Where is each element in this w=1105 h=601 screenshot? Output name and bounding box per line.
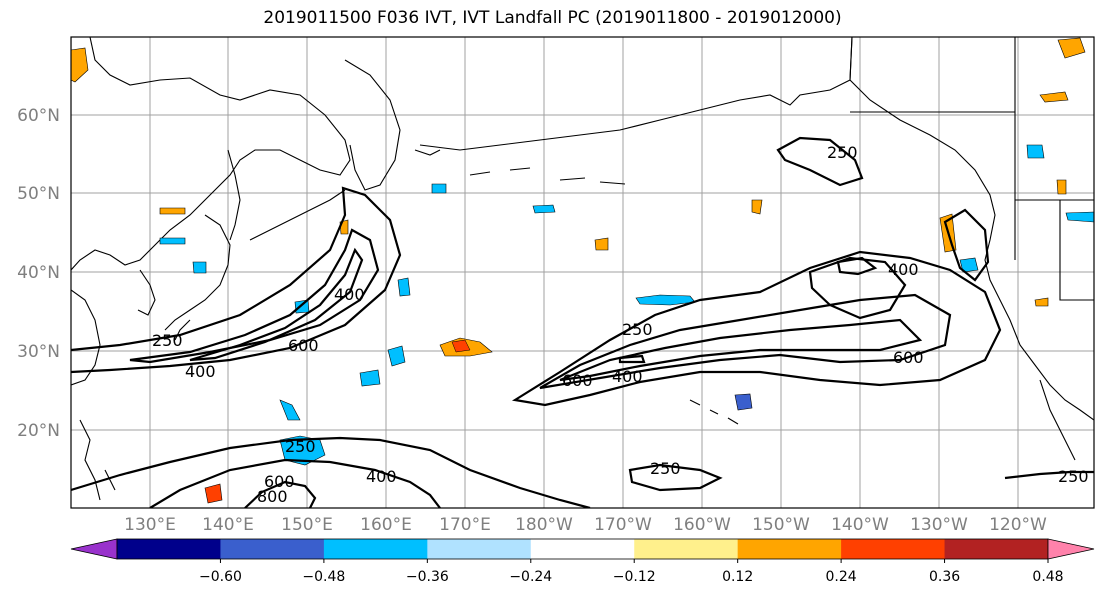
lat-labels: 60°N 50°N 40°N 30°N 20°N (17, 106, 60, 441)
lon-label: 170°W (594, 515, 652, 535)
lon-label: 160°W (673, 515, 731, 535)
contour-label: 600 (893, 348, 924, 367)
lat-label: 60°N (17, 106, 60, 126)
colorbar-segment (220, 539, 325, 559)
contour-label: 400 (334, 285, 365, 304)
colorbar-segment (634, 539, 739, 559)
lon-label: 140°E (202, 515, 254, 535)
map-title: 2019011500 F036 IVT, IVT Landfall PC (20… (263, 8, 842, 28)
colorbar-tick-label: −0.60 (199, 569, 242, 585)
contour-label: 800 (257, 487, 288, 506)
lat-label: 30°N (17, 342, 60, 362)
lat-label: 40°N (17, 263, 60, 283)
colorbar-segment (944, 539, 1049, 559)
colorbar-tick-label: −0.24 (509, 569, 552, 585)
contour-label: 600 (288, 336, 319, 355)
contour-label: 400 (366, 467, 397, 486)
colorbar-segment (117, 539, 221, 559)
ivt-contours (71, 136, 1094, 508)
lon-label: 130°W (910, 515, 968, 535)
contour-label: 400 (888, 260, 919, 279)
contour-label: 600 (562, 371, 593, 390)
lon-label: 170°E (439, 515, 491, 535)
lon-label: 130°E (124, 515, 176, 535)
coastlines (71, 37, 1094, 501)
colorbar-tick-label: 0.48 (1032, 569, 1063, 585)
lon-label: 150°W (752, 515, 810, 535)
lon-label: 180°W (515, 515, 573, 535)
lon-label: 140°W (831, 515, 889, 535)
contour-label: 250 (650, 459, 681, 478)
contour-label: 250 (1058, 467, 1089, 486)
colorbar: −0.60 −0.48 −0.36 −0.24 −0.12 0.12 0.24 0.36 0.4… (70, 538, 1095, 585)
map-border (70, 36, 1095, 509)
colorbar-segments (116, 538, 1049, 560)
lon-label: 120°W (989, 515, 1047, 535)
contour-label: 600 (264, 472, 295, 491)
colorbar-ticks: −0.60 −0.48 −0.36 −0.24 −0.12 0.12 0.24 0.36 0.4… (199, 559, 1064, 585)
contour-label: 400 (612, 367, 643, 386)
colorbar-segment (323, 539, 428, 559)
colorbar-segment (737, 539, 842, 559)
lat-label: 20°N (17, 421, 60, 441)
colorbar-extend-right (1047, 538, 1095, 560)
contour-label: 250 (152, 331, 183, 350)
colorbar-segment (841, 539, 946, 559)
contour-label: 250 (827, 143, 858, 162)
colorbar-tick-label: −0.36 (406, 569, 449, 585)
lon-labels: 130°E 140°E 150°E 160°E 170°E 180°W 170°… (124, 515, 1047, 535)
colorbar-extend-left (70, 538, 118, 560)
colorbar-tick-label: −0.48 (302, 569, 345, 585)
lon-label: 150°E (281, 515, 333, 535)
lon-label: 160°E (360, 515, 412, 535)
contour-labels: 250 400 600 250 400 600 250 400 600 250 … (152, 143, 1089, 506)
lat-label: 50°N (17, 184, 60, 204)
colorbar-tick-label: 0.24 (826, 569, 857, 585)
colorbar-tick-label: 0.12 (722, 569, 753, 585)
contour-label: 250 (285, 437, 316, 456)
shaded-patches (71, 37, 1094, 504)
colorbar-tick-label: −0.12 (613, 569, 656, 585)
colorbar-tick-label: 0.36 (929, 569, 960, 585)
colorbar-segment (530, 539, 635, 559)
contour-label: 250 (622, 320, 653, 339)
colorbar-segment (427, 539, 532, 559)
gridlines (71, 37, 1094, 508)
contour-label: 400 (185, 362, 216, 381)
